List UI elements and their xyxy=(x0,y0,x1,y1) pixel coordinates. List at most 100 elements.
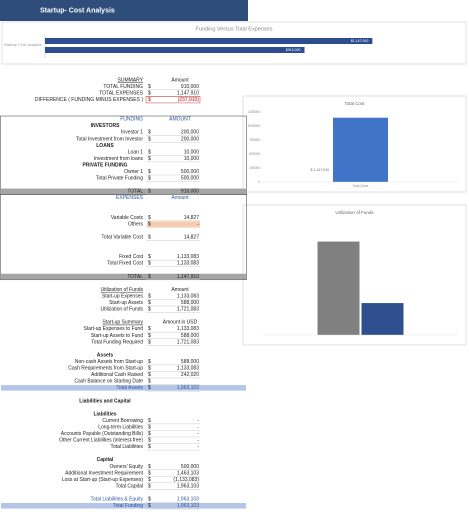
row-value: 1,133,083 xyxy=(177,254,199,260)
chart-title: Funding Versus Total Expenses xyxy=(196,26,273,32)
data-label: $ 1,147,910 xyxy=(311,168,330,172)
chart-title: Total Cost xyxy=(344,101,365,106)
row-value: 1,463,103 xyxy=(177,470,199,476)
row-value: 588,000 xyxy=(181,359,199,365)
currency: $ xyxy=(148,221,151,227)
column-header: Amount xyxy=(171,195,189,201)
row-label: TOTAL EXPENSES xyxy=(99,90,143,96)
currency: $ xyxy=(148,156,151,162)
category-label: Startup Cost analysis xyxy=(4,42,42,47)
row-label: Other Current Liabilities (interest-free… xyxy=(59,438,143,444)
currency: $ xyxy=(148,189,151,195)
row-value: 910,000 xyxy=(181,189,199,195)
page-title: Startup- Cost Analysis xyxy=(40,7,115,14)
y-tick-label: 0 xyxy=(258,180,260,184)
x-tick-label: Total Costs xyxy=(353,184,369,188)
currency: $ xyxy=(148,215,151,221)
currency: $ xyxy=(148,326,151,332)
row-label: Long-term Liabilities xyxy=(98,424,143,430)
row-label: Fixed Cost xyxy=(119,254,144,260)
currency: $ xyxy=(148,307,151,313)
currency: $ xyxy=(148,483,151,489)
currency: $ xyxy=(148,424,151,430)
row-value: 1,963,103 xyxy=(177,483,199,489)
row-label: FUNDING xyxy=(120,117,143,123)
row-label: SUMMARY xyxy=(118,77,144,83)
row-value: 242,020 xyxy=(181,372,199,378)
row-label: Start-up Expenses to Fund xyxy=(84,326,144,332)
row-value: 1,963,103 xyxy=(177,385,199,391)
row-label: Total Private Funding xyxy=(96,176,143,182)
row-value: 500,000 xyxy=(181,176,199,182)
row-label: EXPENSES xyxy=(116,195,144,201)
row-label: Start-up Assets xyxy=(109,300,143,306)
row-label: Loan 1 xyxy=(128,149,144,155)
row-fill xyxy=(1,502,246,509)
currency: $ xyxy=(148,261,151,267)
currency: $ xyxy=(148,385,151,391)
row-value: - xyxy=(197,438,199,444)
currency: $ xyxy=(148,366,151,372)
section-label: Liabilities and Capital xyxy=(79,398,131,404)
row-value: 10,000 xyxy=(184,149,200,155)
row-label: Start-up Summary xyxy=(102,320,143,326)
row-value: 200,000 xyxy=(181,136,199,142)
currency: $ xyxy=(148,503,151,509)
row-value: - xyxy=(197,444,199,450)
row-label: Current Borrowing xyxy=(102,418,143,424)
currency: $ xyxy=(148,418,151,424)
currency: $ xyxy=(148,90,151,96)
row-label: Others xyxy=(128,221,144,227)
bar xyxy=(361,303,404,335)
section-label: Capital xyxy=(97,457,114,463)
row-label: Cash Balance on Starting Date xyxy=(74,379,143,385)
y-tick-label: 1250000 xyxy=(248,110,261,114)
row-label: Total Variable Cost xyxy=(101,235,143,241)
currency: $ xyxy=(148,235,151,241)
row-label: Additional Investment Requirement xyxy=(65,470,143,476)
row-label: TOTAL xyxy=(127,274,143,280)
currency: $ xyxy=(148,149,151,155)
row-value: (1,133,083) xyxy=(173,477,199,483)
column-header: Amount xyxy=(171,287,189,293)
currency: $ xyxy=(148,379,151,385)
currency: $ xyxy=(148,300,151,306)
currency: $ xyxy=(148,372,151,378)
bar xyxy=(45,47,305,53)
currency: $ xyxy=(148,97,151,103)
row-label: Total Funding xyxy=(113,503,143,509)
row-value: (237,910) xyxy=(178,97,200,103)
row-label: DIFFERENCE ( FUNDING MINUS EXPENSES ) xyxy=(35,97,143,103)
row-value: 1,147,910 xyxy=(177,274,199,280)
row-value: 588,000 xyxy=(181,300,199,306)
row-label: Owners' Equity xyxy=(110,464,144,470)
row-label: Owner 1 xyxy=(124,169,143,175)
row-value: 1,963,103 xyxy=(177,497,199,503)
row-label: Loss at Start-up (Start-up Expenses) xyxy=(62,477,143,483)
section-label: PRIVATE FUNDING xyxy=(82,162,127,168)
section-label: INVESTORS xyxy=(91,123,120,129)
bar xyxy=(333,117,388,182)
row-value: - xyxy=(197,221,199,227)
row-fill xyxy=(147,221,200,227)
row-fill xyxy=(1,273,246,280)
row-value: 1,133,083 xyxy=(177,261,199,267)
row-label: Total Funding Required xyxy=(91,339,143,345)
bar xyxy=(317,241,360,335)
row-value: 10,000 xyxy=(184,156,200,162)
currency: $ xyxy=(148,176,151,182)
currency: $ xyxy=(148,359,151,365)
currency: $ xyxy=(148,333,151,339)
row-value: - xyxy=(197,431,199,437)
section-label: LOANS xyxy=(96,143,114,149)
row-label: Start-up Assets to Fund xyxy=(91,333,143,339)
row-value: 910,000 xyxy=(181,84,199,90)
currency: $ xyxy=(148,274,151,280)
row-label: Investment from loans xyxy=(94,156,144,162)
row-value: 14,827 xyxy=(184,215,200,221)
row-value: 1,133,083 xyxy=(177,366,199,372)
row-fill xyxy=(1,188,246,195)
row-fill xyxy=(1,385,246,391)
row-value: 200,000 xyxy=(181,130,199,136)
row-value: 1,133,083 xyxy=(177,293,199,299)
